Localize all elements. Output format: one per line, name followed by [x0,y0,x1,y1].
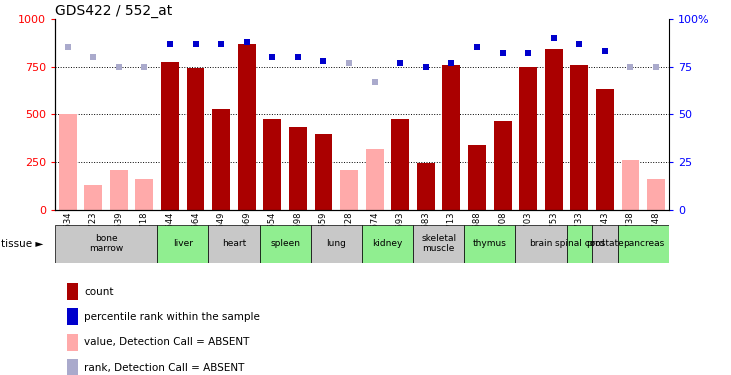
Bar [417,163,435,210]
Text: thymus: thymus [473,239,507,248]
Bar [289,127,307,210]
Bar [238,44,256,210]
Text: heart: heart [221,239,246,248]
Text: lung: lung [326,239,346,248]
Text: value, Detection Call = ABSENT: value, Detection Call = ABSENT [84,337,250,347]
Bar [67,283,78,300]
Bar [618,225,669,262]
Bar [515,225,567,262]
Bar [362,225,413,262]
Text: tissue ►: tissue ► [1,239,43,249]
Bar [545,50,563,210]
Text: skeletal
muscle: skeletal muscle [421,234,456,254]
Bar [340,170,358,210]
Text: GDS422 / 552_at: GDS422 / 552_at [55,4,172,18]
Bar [464,225,515,262]
Bar [519,67,537,210]
Text: kidney: kidney [372,239,403,248]
Text: spinal cord: spinal cord [555,239,604,248]
Text: liver: liver [173,239,193,248]
Bar [493,121,512,210]
Bar [442,64,461,210]
Bar [391,119,409,210]
Bar [161,62,179,210]
Text: percentile rank within the sample: percentile rank within the sample [84,312,260,322]
Bar [157,225,208,262]
Text: brain: brain [529,239,553,248]
Bar [55,225,157,262]
Bar [311,225,362,262]
Bar [468,145,486,210]
Text: rank, Detection Call = ABSENT: rank, Detection Call = ABSENT [84,363,245,372]
Bar [186,69,205,210]
Bar [263,119,281,210]
Bar [110,170,128,210]
Bar [621,160,640,210]
Bar [567,225,592,262]
Text: spleen: spleen [270,239,300,248]
Bar [58,114,77,210]
Bar [67,359,78,375]
Bar [67,334,78,351]
Bar [84,185,102,210]
Bar [212,109,230,210]
Bar [366,149,384,210]
Bar [647,179,665,210]
Bar [135,179,154,210]
Bar [67,308,78,325]
Text: prostate: prostate [586,239,624,248]
Bar [260,225,311,262]
Bar [596,88,614,210]
Text: pancreas: pancreas [623,239,664,248]
Bar [592,225,618,262]
Bar [413,225,464,262]
Bar [208,225,260,262]
Bar [314,135,333,210]
Bar [570,64,588,210]
Text: count: count [84,286,114,297]
Text: bone
marrow: bone marrow [89,234,123,254]
